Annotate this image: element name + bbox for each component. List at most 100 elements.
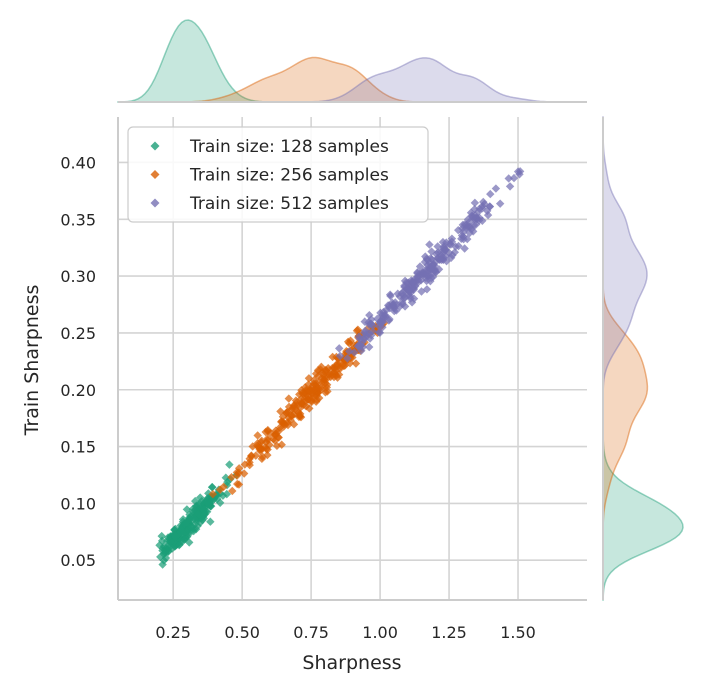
scatter-point <box>422 254 431 264</box>
scatter-point <box>470 211 480 220</box>
scatter-point <box>384 316 394 325</box>
scatter-point <box>215 498 225 507</box>
scatter-point <box>314 393 324 403</box>
scatter-point <box>470 198 480 208</box>
y-tick-label: 0.25 <box>60 324 96 343</box>
scatter-point <box>208 482 217 492</box>
scatter-point <box>433 254 443 263</box>
scatter-point <box>219 482 228 492</box>
scatter-point <box>156 552 165 562</box>
scatter-point <box>157 531 166 541</box>
scatter-point <box>427 273 436 283</box>
y-tick-label: 0.40 <box>60 153 96 172</box>
scatter-point <box>199 505 209 514</box>
scatter-point <box>427 261 436 271</box>
scatter-point <box>283 420 293 430</box>
scatter-point <box>442 257 451 266</box>
scatter-point <box>433 242 442 251</box>
scatter-point <box>289 420 299 429</box>
scatter-point <box>263 445 272 454</box>
scatter-point <box>163 533 173 542</box>
scatter-point <box>377 311 387 320</box>
scatter-point <box>271 426 281 435</box>
scatter-point <box>309 376 319 385</box>
scatter-point <box>288 404 298 413</box>
scatter-point <box>261 438 271 447</box>
legend: Train size: 128 samples Train size: 256 s… <box>127 126 429 223</box>
legend-box <box>127 126 429 223</box>
x-tick-label: 1.00 <box>362 623 398 642</box>
scatter-point <box>159 549 168 559</box>
tick-labels: 0.25 0.50 0.75 1.00 1.25 1.50 0.05 0.10 0.15 0.20… <box>60 153 535 642</box>
y-tick-label: 0.10 <box>60 494 96 513</box>
scatter-point <box>438 237 448 247</box>
scatter-point <box>239 469 249 478</box>
legend-marker <box>150 141 160 151</box>
scatter-point <box>206 517 215 526</box>
scatter-point <box>427 255 436 264</box>
axes <box>117 101 604 601</box>
x-tick-label: 1.25 <box>431 623 467 642</box>
legend-marker <box>150 198 160 208</box>
scatter-point <box>491 184 501 193</box>
scatter-point <box>400 302 410 311</box>
right-marginal-kde <box>602 116 684 601</box>
y-tick-label: 0.15 <box>60 438 96 457</box>
scatter-point <box>308 393 318 402</box>
scatter-point <box>196 493 205 502</box>
scatter-point <box>191 496 200 506</box>
scatter-point <box>205 498 214 508</box>
scatter-point <box>406 294 415 303</box>
scatter-point <box>483 210 493 220</box>
scatter-point <box>408 278 418 287</box>
scatter-point <box>405 286 414 295</box>
scatter-point <box>218 491 228 500</box>
scatter-point <box>425 240 434 249</box>
y-tick-label: 0.30 <box>60 267 96 286</box>
scatter-point <box>356 341 365 350</box>
scatter-point <box>445 239 454 249</box>
scatter-point <box>378 323 387 332</box>
scatter-point <box>335 351 345 361</box>
scatter-point <box>441 251 450 261</box>
scatter-point <box>361 326 370 335</box>
scatter-point <box>295 390 304 399</box>
scatter-point <box>304 380 313 389</box>
x-tick-label: 0.25 <box>155 623 191 642</box>
scatter-point <box>458 227 468 237</box>
scatter-point <box>208 495 218 505</box>
scatter-point <box>414 277 423 286</box>
scatter-point <box>292 398 301 407</box>
scatter-point <box>485 202 494 211</box>
scatter-point <box>321 379 330 388</box>
scatter-point <box>365 342 374 352</box>
legend-label: Train size: 512 samples <box>189 194 389 214</box>
scatter-point <box>468 213 478 222</box>
scatter-point <box>351 359 361 368</box>
scatter-point <box>355 334 365 344</box>
x-axis-label: Sharpness <box>302 652 401 674</box>
scatter-point <box>221 473 231 482</box>
scatter-point <box>331 366 341 375</box>
scatter-point <box>465 228 474 238</box>
scatter-point <box>277 440 286 449</box>
y-tick-label: 0.05 <box>60 551 96 570</box>
scatter-point <box>321 368 331 377</box>
scatter-point <box>190 519 200 529</box>
scatter-point <box>417 287 426 296</box>
scatter-point <box>460 244 469 253</box>
scatter-point <box>182 518 191 527</box>
scatter-point <box>157 536 167 546</box>
legend-label: Train size: 256 samples <box>189 166 389 186</box>
x-tick-label: 1.50 <box>500 623 536 642</box>
scatter-point <box>187 522 197 532</box>
top-marginal-kde <box>117 19 587 103</box>
scatter-point <box>227 473 236 482</box>
scatter-point <box>367 331 376 340</box>
scatter-point <box>306 386 315 396</box>
scatter-point <box>400 281 409 290</box>
scatter-point <box>158 560 167 569</box>
scatter-point <box>158 546 167 555</box>
scatter-point <box>441 245 450 254</box>
